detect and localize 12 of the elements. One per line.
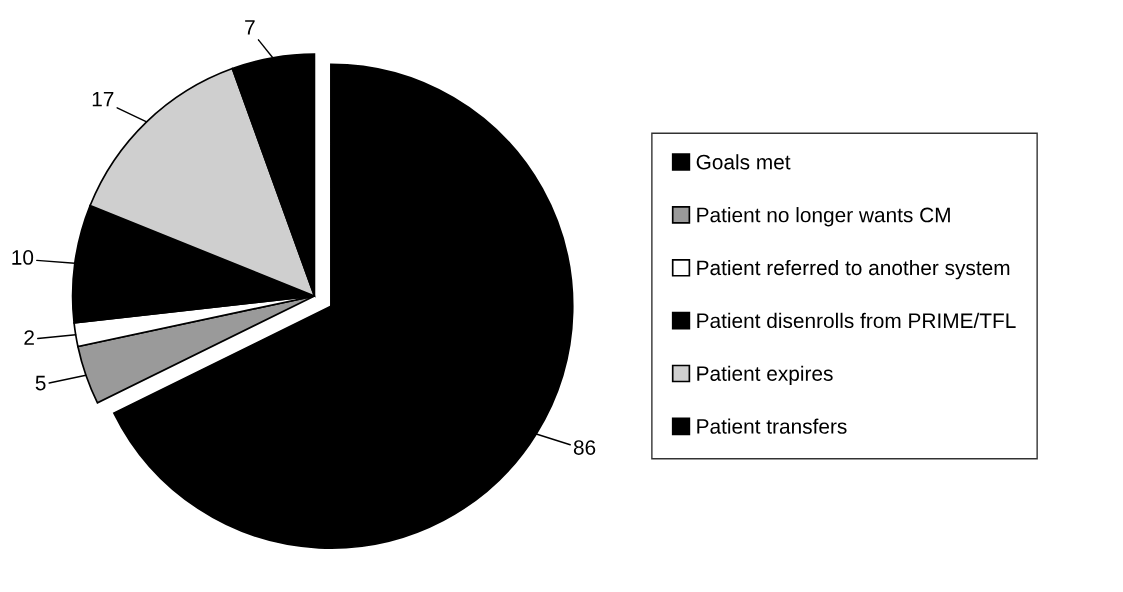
data-label: 17 [92, 91, 114, 107]
data-label: 5 [35, 375, 46, 391]
legend-label: Patient no longer wants CM [697, 207, 950, 227]
legend-label: Patient disenrolls from PRIME/TFL [697, 312, 1016, 329]
legend-label: Patient transfers [697, 418, 847, 434]
data-label: 2 [24, 330, 34, 345]
data-label: 10 [12, 250, 34, 265]
legend-label: Goals met [696, 154, 791, 170]
legend-label: Patient referred to another system [697, 259, 1010, 280]
data-label: 7 [245, 20, 255, 35]
legend-label: Patient expires [697, 365, 833, 386]
data-label: 86 [573, 440, 596, 455]
